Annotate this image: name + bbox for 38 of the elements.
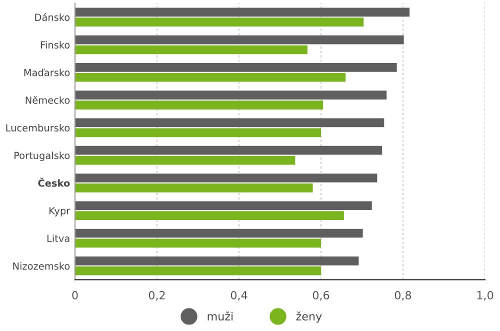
y-tick-label: Litva xyxy=(47,234,70,242)
y-tick-label: Portugalsko xyxy=(14,152,70,162)
legend-label: ženy xyxy=(296,311,322,323)
bar xyxy=(75,118,384,128)
y-tick-label: Finsko xyxy=(41,41,70,49)
bar xyxy=(75,256,359,266)
bar xyxy=(75,45,308,54)
bar xyxy=(75,156,296,165)
y-tick-label: Lucembursko xyxy=(6,124,70,132)
y-tick-label: Maďarsko xyxy=(24,68,70,76)
x-tick-label: 0,6 xyxy=(312,291,330,301)
x-tick-label: 0,2 xyxy=(148,291,165,301)
bar xyxy=(75,8,410,17)
y-tick-label: Dánsko xyxy=(35,13,70,21)
bar xyxy=(75,184,313,192)
x-tick-label: 0,4 xyxy=(230,291,248,301)
x-tick-label: 0,8 xyxy=(394,291,412,301)
bar xyxy=(75,100,324,110)
bar xyxy=(75,211,344,220)
bar xyxy=(75,72,346,82)
bar xyxy=(75,266,321,276)
bar xyxy=(75,174,378,182)
bar xyxy=(75,228,363,238)
bar xyxy=(75,201,372,210)
bar xyxy=(75,35,404,44)
bar xyxy=(75,90,387,100)
y-tick-label: Česko xyxy=(38,178,70,187)
y-tick-label: Nizozemsko xyxy=(13,262,70,270)
bar xyxy=(75,146,382,155)
bar xyxy=(75,18,364,27)
bar xyxy=(75,128,321,138)
legend-label: muži xyxy=(208,311,233,320)
y-tick-label: Německo xyxy=(26,96,70,104)
x-tick-label: 0 xyxy=(72,291,78,300)
x-tick-label: 1,0 xyxy=(477,291,494,301)
y-tick-label: Kypr xyxy=(50,207,70,216)
bar xyxy=(75,63,397,72)
bar xyxy=(75,238,321,248)
